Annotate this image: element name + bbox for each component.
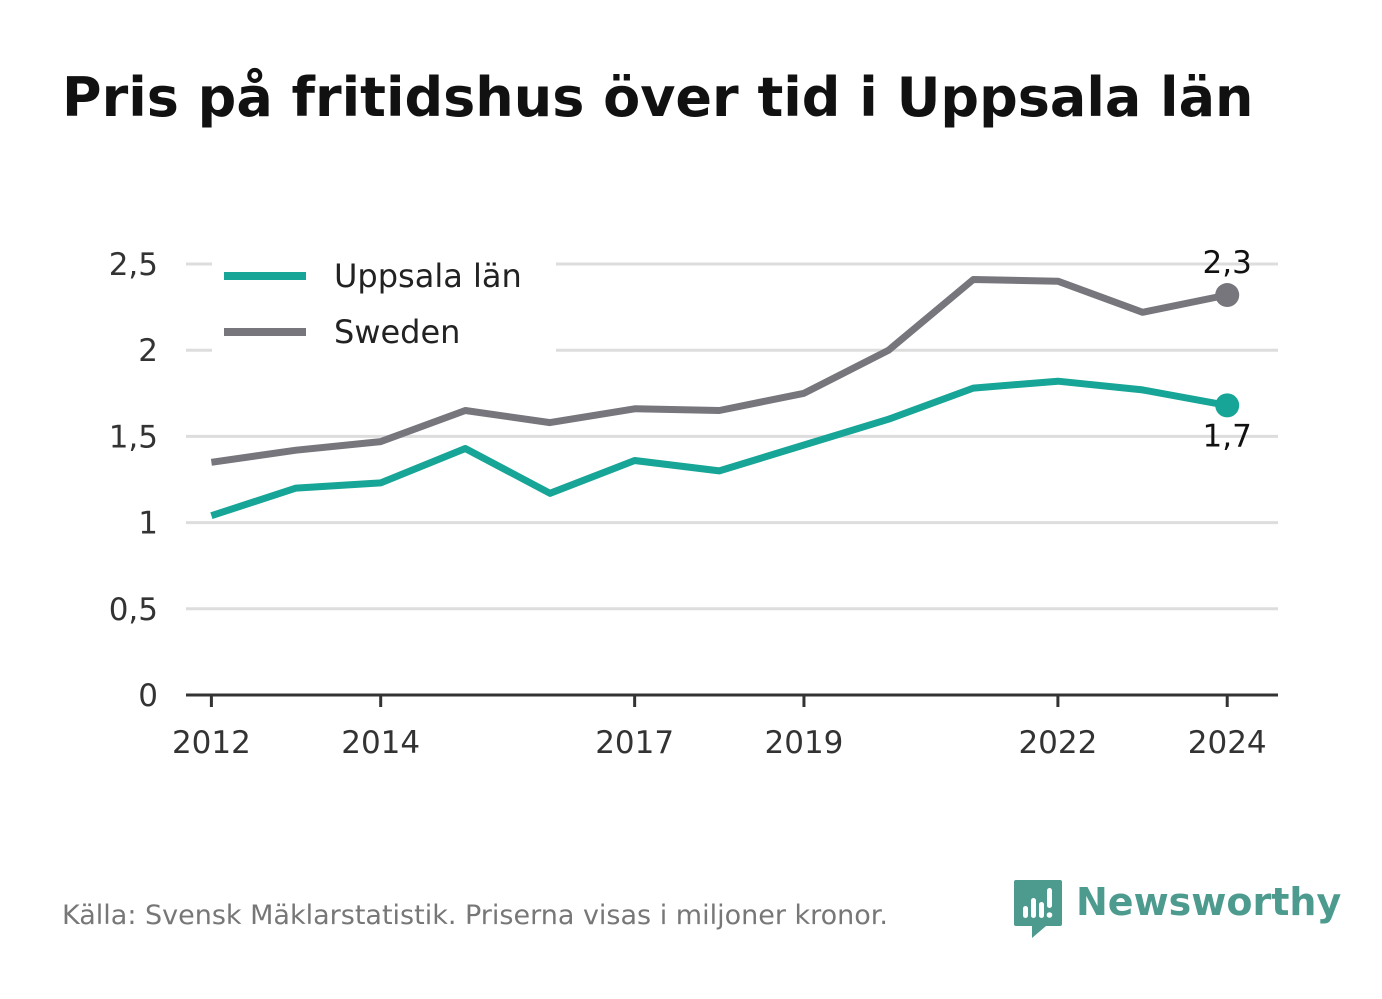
series-end-label: 1,7 bbox=[1203, 418, 1252, 454]
x-axis-ticks: 2012 2014 2017 2019 2022 2024 bbox=[172, 695, 1267, 761]
brand-logo[interactable]: Newsworthy bbox=[1012, 878, 1341, 942]
y-tick-label: 2 bbox=[138, 333, 158, 369]
x-tick-label: 2017 bbox=[595, 725, 674, 761]
series-line-1 bbox=[210, 276, 1228, 466]
series-end-point bbox=[1215, 393, 1240, 418]
y-tick-label: 0,5 bbox=[109, 592, 158, 628]
y-axis-ticks: 0 0,5 1 1,5 2 2,5 bbox=[109, 247, 158, 714]
x-tick-label: 2012 bbox=[172, 725, 251, 761]
y-tick-label: 2,5 bbox=[109, 247, 158, 283]
legend-label: Uppsala län bbox=[334, 257, 522, 295]
x-tick-label: 2022 bbox=[1018, 725, 1097, 761]
y-tick-label: 1 bbox=[138, 506, 158, 542]
x-tick-label: 2019 bbox=[765, 725, 844, 761]
chart-title: Pris på fritidshus över tid i Uppsala lä… bbox=[62, 66, 1254, 129]
series-lines: 1,7 2,3 bbox=[210, 245, 1252, 520]
series-line-0 bbox=[210, 377, 1228, 520]
series-end-label: 2,3 bbox=[1203, 245, 1252, 281]
y-tick-label: 1,5 bbox=[109, 419, 158, 455]
x-tick-label: 2024 bbox=[1188, 725, 1267, 761]
brand-name: Newsworthy bbox=[1076, 880, 1342, 924]
source-note: Källa: Svensk Mäklarstatistik. Priserna … bbox=[62, 900, 889, 931]
newsworthy-logo-icon bbox=[1014, 880, 1062, 938]
x-tick-label: 2014 bbox=[341, 725, 420, 761]
legend-label: Sweden bbox=[334, 313, 460, 351]
y-tick-label: 0 bbox=[138, 678, 158, 714]
series-end-point bbox=[1215, 283, 1240, 308]
legend: Uppsala län Sweden bbox=[212, 244, 556, 352]
